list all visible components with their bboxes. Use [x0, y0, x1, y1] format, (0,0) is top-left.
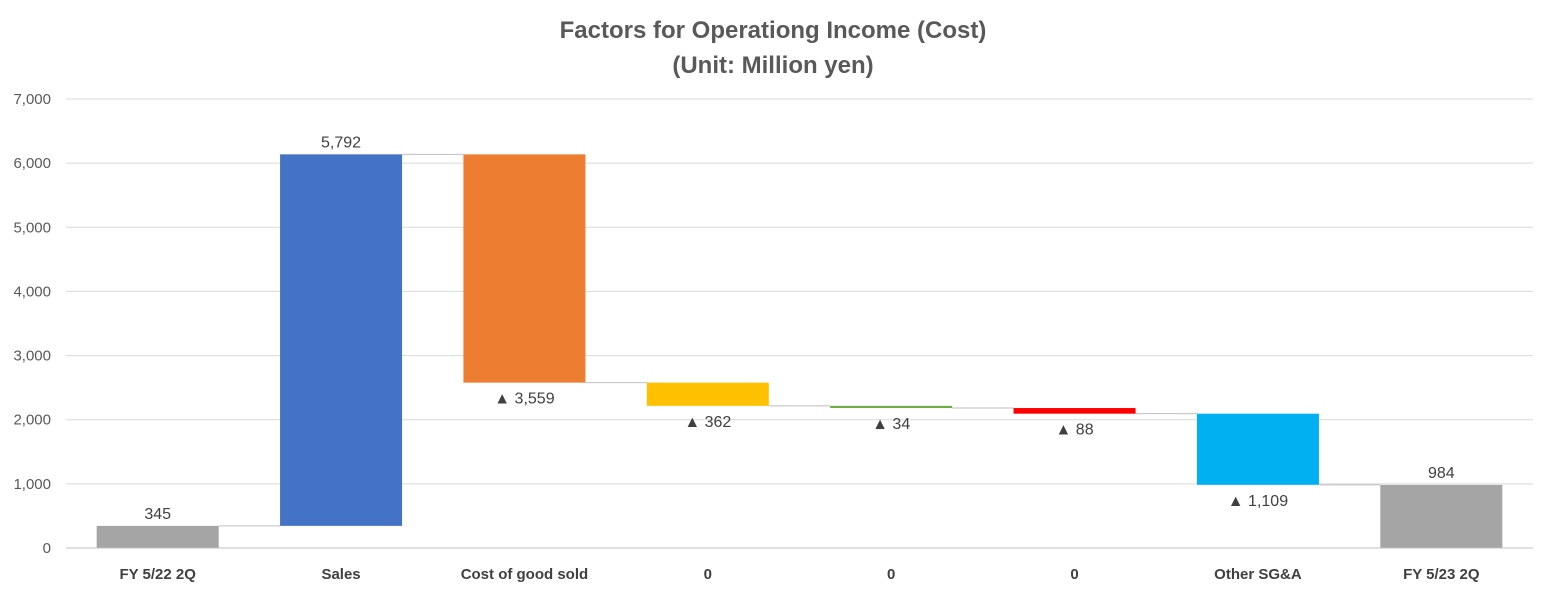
x-category-label: Other SG&A: [1214, 566, 1302, 583]
y-tick-label: 3,000: [13, 348, 51, 365]
x-category-label: FY 5/23 2Q: [1403, 566, 1480, 583]
x-category-label: 0: [704, 566, 712, 583]
x-category-label: FY 5/22 2Q: [119, 566, 196, 583]
data-label: ▲ 3,559: [494, 391, 554, 408]
data-label: ▲ 88: [1056, 422, 1094, 439]
y-axis-ticks: 0 1,000 2,000 3,000 4,000 5,000 6,000 7,000: [13, 91, 51, 557]
x-category-label: 0: [887, 566, 895, 583]
y-tick-label: 5,000: [13, 219, 51, 236]
data-label: 345: [144, 506, 171, 523]
y-tick-label: 2,000: [13, 412, 51, 429]
y-tick-label: 6,000: [13, 155, 51, 172]
bars: [96, 154, 1503, 548]
x-category-label: Cost of good sold: [461, 566, 588, 583]
data-label: ▲ 362: [684, 414, 731, 431]
y-tick-label: 1,000: [13, 476, 51, 493]
chart-title: Factors for Operationg Income (Cost): [560, 17, 987, 44]
data-label: ▲ 34: [872, 416, 910, 433]
y-tick-label: 7,000: [13, 91, 51, 108]
bar: [280, 154, 403, 526]
data-label: 984: [1428, 465, 1455, 482]
data-label: ▲ 1,109: [1228, 493, 1288, 510]
x-axis-categories: FY 5/22 2Q Sales Cost of good sold 0 0 0 Other…: [119, 566, 1479, 583]
data-labels: 345 5,792 ▲ 3,559 ▲ 362 ▲ 34 ▲ 88 ▲ 1,109 984: [144, 134, 1454, 523]
data-label: 5,792: [321, 134, 361, 151]
x-category-label: 0: [1070, 566, 1078, 583]
connector-lines: [218, 153, 1381, 527]
bar: [1196, 413, 1319, 485]
chart-subtitle: (Unit: Million yen): [672, 52, 873, 79]
bar: [96, 525, 219, 548]
x-category-label: Sales: [321, 566, 360, 583]
bar: [646, 382, 769, 406]
bar: [1013, 408, 1136, 414]
bar: [830, 405, 953, 409]
bar: [463, 154, 586, 383]
y-tick-label: 4,000: [13, 283, 51, 300]
y-tick-label: 0: [43, 540, 51, 557]
bar: [1380, 484, 1503, 548]
